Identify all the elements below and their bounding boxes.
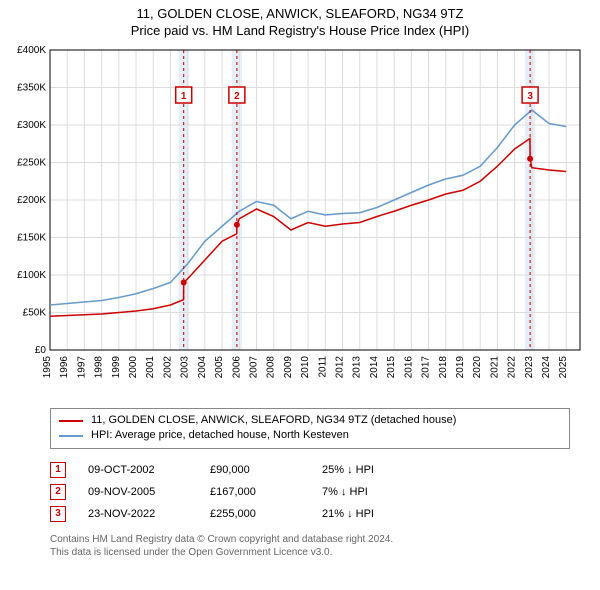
svg-text:2020: 2020 [472, 356, 483, 379]
chart-container: 11, GOLDEN CLOSE, ANWICK, SLEAFORD, NG34… [0, 0, 600, 590]
svg-text:1995: 1995 [42, 356, 53, 379]
price-chart: £0 £50K £100K £150K £200K £250K £300K £350K £400… [0, 40, 600, 400]
sales-row: 2 09-NOV-2005 £167,000 7% ↓ HPI [50, 481, 570, 503]
svg-text:2010: 2010 [300, 356, 311, 379]
legend: 11, GOLDEN CLOSE, ANWICK, SLEAFORD, NG34… [50, 408, 570, 449]
svg-text:£350K: £350K [17, 83, 46, 94]
legend-label: 11, GOLDEN CLOSE, ANWICK, SLEAFORD, NG34… [91, 413, 456, 428]
sales-row: 3 23-NOV-2022 £255,000 21% ↓ HPI [50, 503, 570, 525]
title-block: 11, GOLDEN CLOSE, ANWICK, SLEAFORD, NG34… [0, 0, 600, 40]
svg-text:2018: 2018 [438, 356, 449, 379]
svg-text:£150K: £150K [17, 233, 46, 244]
legend-swatch-icon [59, 435, 83, 437]
svg-text:£200K: £200K [17, 195, 46, 206]
sale-marker-icon: 3 [50, 506, 66, 522]
legend-item: HPI: Average price, detached house, Nort… [59, 428, 561, 443]
svg-text:3: 3 [527, 91, 533, 102]
svg-text:2013: 2013 [352, 356, 363, 379]
svg-text:2024: 2024 [541, 356, 552, 379]
legend-label: HPI: Average price, detached house, Nort… [91, 428, 349, 443]
svg-text:2008: 2008 [266, 356, 277, 379]
sale-diff: 7% ↓ HPI [322, 486, 432, 498]
sale-marker-icon: 2 [50, 484, 66, 500]
sale-date: 09-NOV-2005 [88, 486, 188, 498]
svg-text:2003: 2003 [180, 356, 191, 379]
svg-text:2001: 2001 [145, 356, 156, 379]
svg-text:1999: 1999 [111, 356, 122, 379]
svg-text:2: 2 [234, 91, 240, 102]
sale-price: £167,000 [210, 486, 300, 498]
svg-text:2023: 2023 [524, 356, 535, 379]
svg-text:2021: 2021 [489, 356, 500, 379]
svg-text:2025: 2025 [558, 356, 569, 379]
footer-line: Contains HM Land Registry data © Crown c… [50, 533, 570, 546]
svg-text:1996: 1996 [59, 356, 70, 379]
svg-text:1997: 1997 [76, 356, 87, 379]
chart-svg: £0 £50K £100K £150K £200K £250K £300K £350K £400… [0, 40, 600, 400]
svg-text:2022: 2022 [507, 356, 518, 379]
page-subtitle: Price paid vs. HM Land Registry's House … [10, 23, 590, 38]
svg-text:1998: 1998 [94, 356, 105, 379]
svg-text:£300K: £300K [17, 120, 46, 131]
svg-text:2017: 2017 [421, 356, 432, 379]
svg-text:2002: 2002 [162, 356, 173, 379]
sales-table: 1 09-OCT-2002 £90,000 25% ↓ HPI 2 09-NOV-2005… [50, 459, 570, 525]
svg-text:2009: 2009 [283, 356, 294, 379]
svg-text:2011: 2011 [317, 356, 328, 378]
sale-marker-icon: 1 [50, 462, 66, 478]
svg-text:£250K: £250K [17, 158, 46, 169]
sales-row: 1 09-OCT-2002 £90,000 25% ↓ HPI [50, 459, 570, 481]
svg-text:2016: 2016 [403, 356, 414, 379]
svg-text:2006: 2006 [231, 356, 242, 379]
svg-text:2005: 2005 [214, 356, 225, 379]
svg-text:£100K: £100K [17, 270, 46, 281]
sale-diff: 25% ↓ HPI [322, 464, 432, 476]
svg-text:2015: 2015 [386, 356, 397, 379]
footer: Contains HM Land Registry data © Crown c… [50, 533, 570, 559]
svg-text:£0: £0 [35, 345, 47, 356]
legend-item: 11, GOLDEN CLOSE, ANWICK, SLEAFORD, NG34… [59, 413, 561, 428]
sale-date: 23-NOV-2022 [88, 508, 188, 520]
legend-swatch-icon [59, 420, 83, 422]
svg-text:2004: 2004 [197, 356, 208, 379]
svg-text:2000: 2000 [128, 356, 139, 379]
svg-text:2014: 2014 [369, 356, 380, 379]
sale-date: 09-OCT-2002 [88, 464, 188, 476]
page-title: 11, GOLDEN CLOSE, ANWICK, SLEAFORD, NG34… [10, 6, 590, 21]
svg-text:£50K: £50K [23, 308, 47, 319]
sale-price: £90,000 [210, 464, 300, 476]
footer-line: This data is licensed under the Open Gov… [50, 546, 570, 559]
sale-price: £255,000 [210, 508, 300, 520]
svg-text:1: 1 [181, 91, 187, 102]
svg-text:2007: 2007 [248, 356, 259, 379]
svg-text:2019: 2019 [455, 356, 466, 379]
svg-text:2012: 2012 [335, 356, 346, 379]
svg-text:£400K: £400K [17, 45, 46, 56]
sale-diff: 21% ↓ HPI [322, 508, 432, 520]
